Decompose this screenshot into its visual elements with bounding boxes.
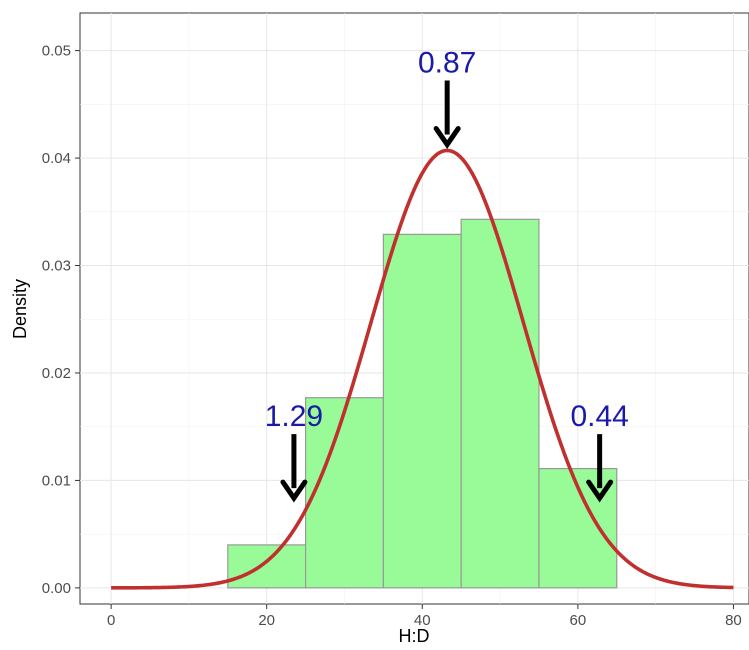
arrow-down-icon: [433, 126, 461, 149]
y-tick-label: 0.01: [42, 472, 71, 489]
histogram-bar: [304, 397, 384, 589]
annotation: 1.29: [265, 400, 323, 503]
annotation: 0.44: [570, 400, 629, 503]
histogram-bar: [227, 544, 307, 589]
x-tick-label: 80: [725, 612, 742, 629]
grid: [80, 13, 749, 604]
y-tick-label: 0.02: [42, 365, 71, 382]
histogram-bar: [460, 218, 540, 589]
y-tick-label: 0.03: [42, 258, 71, 275]
histogram-bar: [382, 233, 462, 589]
x-tick-label: 0: [107, 612, 115, 629]
y-axis-title: Density: [10, 279, 30, 339]
annotation-label: 1.29: [265, 400, 323, 433]
density-curve: [111, 148, 734, 590]
annotation: 0.87: [418, 47, 476, 149]
histogram-bars: [227, 218, 618, 589]
x-tick-label: 60: [570, 612, 587, 629]
y-tick-label: 0.05: [42, 43, 71, 60]
density-curve-line: [111, 148, 734, 590]
annotation-label: 0.87: [418, 47, 476, 80]
axes: 0 20 40 60 80 0.00 0.01 0.02 0.03 0.04 0.05: [42, 43, 742, 629]
arrow-down-icon: [280, 479, 308, 503]
arrow-down-icon: [586, 479, 614, 503]
y-tick-label: 0.00: [42, 580, 71, 597]
annotation-label: 0.44: [570, 400, 628, 433]
y-tick-label: 0.04: [42, 150, 71, 167]
x-axis-title: H:D: [399, 626, 430, 646]
x-tick-label: 40: [414, 612, 431, 629]
x-tick-label: 20: [258, 612, 275, 629]
annotations: 0.87 1.29 0.44: [265, 47, 629, 503]
